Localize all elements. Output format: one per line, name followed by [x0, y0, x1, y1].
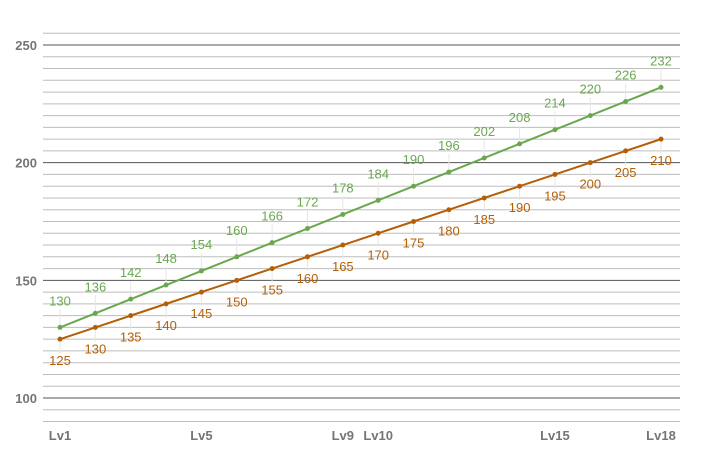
data-label: 200 [579, 177, 601, 192]
data-point [304, 254, 310, 260]
x-tick-label: Lv15 [540, 428, 570, 443]
data-point [587, 113, 593, 119]
data-point [128, 296, 134, 302]
data-point [92, 310, 98, 316]
data-point [446, 207, 452, 213]
data-label: 180 [438, 224, 460, 239]
series-line [59, 86, 662, 329]
data-label: 175 [403, 236, 425, 251]
data-label: 136 [85, 279, 107, 294]
data-label: 178 [332, 180, 354, 195]
data-label: 165 [332, 259, 354, 274]
data-point [658, 136, 664, 142]
data-label: 160 [297, 271, 319, 286]
x-tick-label: Lv9 [332, 428, 354, 443]
data-label: 160 [226, 223, 248, 238]
data-point [623, 98, 629, 104]
data-point [517, 141, 523, 147]
data-label: 170 [367, 247, 389, 262]
x-tick-label: Lv18 [646, 428, 676, 443]
data-point [304, 226, 310, 232]
data-point [552, 171, 558, 177]
data-label: 172 [297, 195, 319, 210]
x-tick-label: Lv1 [49, 428, 71, 443]
data-label: 140 [155, 318, 177, 333]
y-tick-label: 200 [15, 156, 37, 171]
data-point [481, 195, 487, 201]
data-label: 202 [473, 124, 495, 139]
data-point [552, 127, 558, 133]
data-label: 135 [120, 330, 142, 345]
y-tick-label: 100 [15, 391, 37, 406]
data-point [269, 266, 275, 272]
data-label: 196 [438, 138, 460, 153]
data-point [411, 219, 417, 224]
data-point [163, 301, 169, 307]
data-point [481, 155, 487, 161]
data-point [375, 197, 381, 203]
y-tick-label: 150 [15, 273, 37, 288]
data-label: 232 [650, 53, 672, 68]
data-label: 226 [615, 67, 637, 82]
x-tick-label: Lv5 [190, 428, 212, 443]
data-label: 142 [120, 265, 142, 280]
data-label: 210 [650, 153, 672, 168]
data-point [446, 169, 452, 175]
data-point [340, 242, 346, 248]
data-point [57, 336, 63, 342]
data-point [340, 211, 346, 217]
data-label: 150 [226, 294, 248, 309]
data-point [658, 84, 664, 90]
data-label: 190 [403, 152, 425, 167]
data-label: 185 [473, 212, 495, 227]
data-point [198, 289, 204, 295]
data-label: 220 [579, 82, 601, 97]
data-label: 214 [544, 96, 566, 111]
data-point [234, 277, 240, 283]
data-label: 155 [261, 283, 283, 298]
data-point [587, 160, 593, 166]
data-point [517, 183, 523, 189]
data-point [623, 148, 629, 154]
data-label: 205 [615, 165, 637, 180]
data-point [375, 230, 381, 236]
data-point [269, 240, 275, 246]
data-point [198, 268, 204, 274]
data-point [411, 183, 417, 189]
data-point [128, 313, 134, 319]
data-label: 195 [544, 188, 566, 203]
data-label: 154 [191, 237, 213, 252]
data-label: 184 [367, 166, 389, 181]
data-point [234, 254, 240, 260]
data-label: 130 [49, 293, 71, 308]
series-line [59, 138, 662, 341]
y-tick-label: 250 [15, 38, 37, 53]
data-label: 190 [509, 200, 531, 215]
x-tick-label: Lv10 [363, 428, 393, 443]
data-label: 130 [85, 341, 107, 356]
data-label: 125 [49, 353, 71, 368]
data-label: 148 [155, 251, 177, 266]
data-point [57, 324, 63, 330]
data-point [92, 324, 98, 330]
data-label: 166 [261, 209, 283, 224]
data-label: 208 [509, 110, 531, 125]
data-point [163, 282, 169, 288]
data-label: 145 [191, 306, 213, 321]
